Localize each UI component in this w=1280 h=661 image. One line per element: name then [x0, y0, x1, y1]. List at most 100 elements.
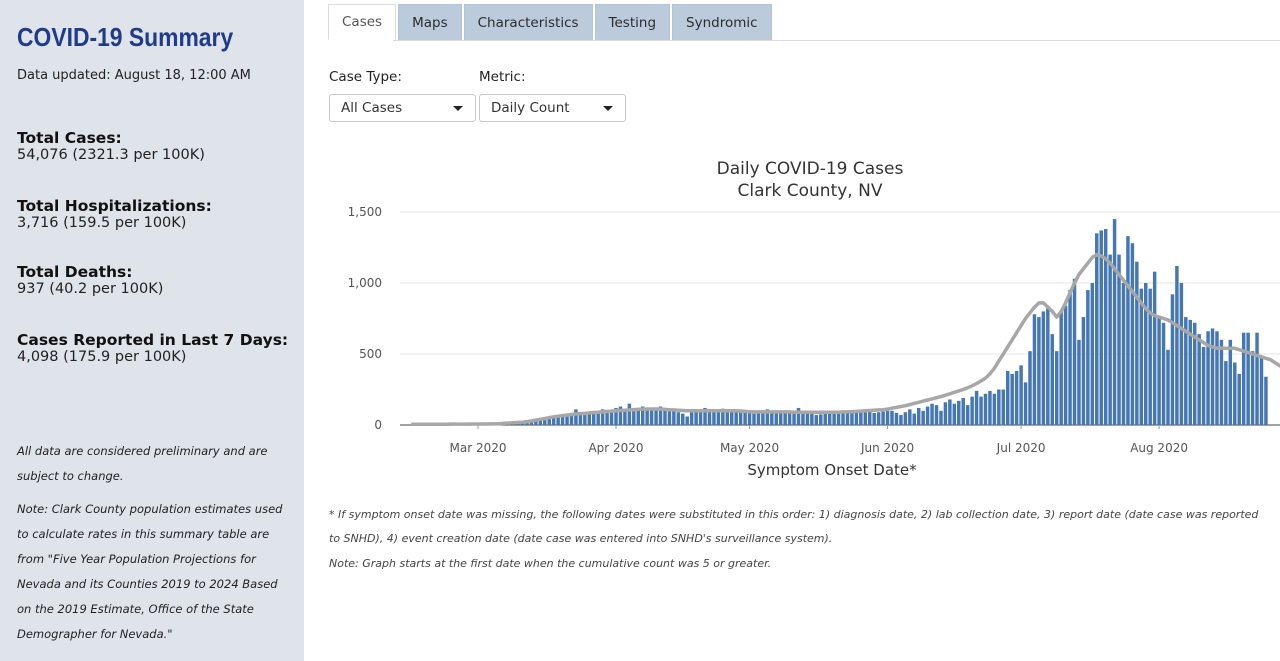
daily-cases-chart: 0 500 1,000 1,500 Mar 2020 Apr 2020 May 2020 Ju…: [348, 205, 1280, 479]
bar: [850, 412, 854, 425]
bar: [529, 421, 534, 425]
bar: [943, 402, 948, 425]
bar: [1063, 305, 1068, 425]
bar: [1188, 319, 1192, 425]
bar: [908, 409, 912, 425]
stat-label: Total Deaths:: [17, 263, 133, 281]
bar: [1179, 283, 1184, 425]
bar: [698, 410, 703, 425]
chevron-down-icon: [453, 106, 463, 111]
bar: [756, 411, 761, 425]
bar: [997, 389, 1001, 425]
bar: [801, 412, 805, 425]
bar: [1224, 361, 1228, 425]
tab-characteristics[interactable]: Characteristics: [463, 4, 593, 40]
bar: [1255, 332, 1259, 425]
bar: [1139, 288, 1144, 425]
bar: [899, 415, 903, 425]
bar: [1144, 283, 1148, 425]
bar: [859, 410, 863, 425]
bar: [1054, 351, 1059, 425]
bar: [832, 412, 836, 425]
bar: [1046, 308, 1050, 425]
tab-divider: [393, 40, 1280, 41]
bar: [707, 409, 712, 425]
bar: [845, 410, 850, 425]
bar: [1215, 331, 1219, 425]
bar: [547, 416, 551, 425]
bar: [614, 407, 618, 425]
x-tick-label: Jun 2020: [860, 441, 914, 455]
bar: [1192, 322, 1197, 425]
stat-label: Cases Reported in Last 7 Days:: [17, 331, 289, 349]
tab-maps[interactable]: Maps: [398, 4, 462, 40]
bar: [876, 412, 881, 425]
graph-start-footnote: Note: Graph starts at the first date whe…: [329, 557, 772, 570]
bar: [1014, 371, 1019, 425]
metric-select[interactable]: Daily Count: [479, 94, 626, 122]
bar: [1001, 389, 1006, 425]
sidebar-title: COVID-19 Summary: [17, 22, 234, 52]
bar: [654, 407, 658, 425]
bar: [636, 410, 640, 425]
bar: [881, 411, 885, 425]
bar: [992, 393, 997, 425]
stat-label: Total Hospitalizations:: [17, 197, 212, 215]
bar: [1233, 362, 1237, 425]
bar: [672, 410, 676, 425]
bar: [569, 415, 574, 425]
bar: [1206, 331, 1210, 425]
stat-last-7-days: Cases Reported in Last 7 Days: 4,098 (17…: [17, 332, 288, 366]
bar: [912, 413, 916, 425]
bar: [934, 405, 939, 425]
bar: [1117, 254, 1121, 425]
bar: [609, 410, 614, 425]
tab-cases[interactable]: Cases: [328, 4, 397, 40]
x-tick-label: May 2020: [720, 441, 779, 455]
bar: [894, 412, 899, 425]
y-tick-label: 0: [374, 418, 382, 432]
bar: [970, 396, 974, 425]
bar: [676, 412, 681, 425]
tab-syndromic[interactable]: Syndromic: [672, 4, 772, 40]
bar: [734, 412, 738, 425]
preliminary-note: All data are considered preliminary and …: [17, 444, 268, 483]
bar: [988, 390, 992, 425]
bar: [694, 412, 698, 425]
bar: [819, 414, 823, 425]
bar: [827, 411, 832, 425]
bar: [863, 412, 868, 425]
bar: [1086, 290, 1090, 425]
bar: [868, 410, 872, 425]
bar: [1006, 371, 1010, 425]
data-updated-text: Data updated: August 18, 12:00 AM: [17, 68, 251, 83]
symptom-onset-footnote: * If symptom onset date was missing, the…: [329, 508, 1259, 545]
bar: [592, 413, 596, 425]
bar: [1081, 317, 1086, 425]
stat-total-hospitalizations: Total Hospitalizations: 3,716 (159.5 per…: [17, 198, 212, 232]
bar: [1130, 243, 1135, 425]
tab-testing[interactable]: Testing: [594, 4, 671, 40]
stat-value: 3,716 (159.5 per 100K): [17, 215, 187, 231]
bar: [538, 419, 543, 425]
bar: [957, 400, 961, 425]
bar: [534, 420, 538, 425]
bar: [1103, 229, 1108, 425]
bar: [743, 410, 747, 425]
x-tick-label: Mar 2020: [450, 441, 507, 455]
bar: [556, 415, 560, 425]
bar: [890, 410, 894, 425]
bar: [1135, 261, 1139, 425]
case-type-select[interactable]: All Cases: [329, 94, 476, 122]
bar: [774, 410, 778, 425]
bar: [1037, 317, 1041, 425]
bar: [689, 409, 694, 425]
bar: [1032, 314, 1037, 425]
stat-total-cases: Total Cases: 54,076 (2321.3 per 100K): [17, 130, 205, 164]
bar: [658, 406, 663, 425]
bar: [872, 412, 876, 425]
bar: [1072, 278, 1077, 425]
bar: [716, 411, 721, 425]
bar: [1028, 351, 1032, 425]
bar: [730, 411, 734, 425]
